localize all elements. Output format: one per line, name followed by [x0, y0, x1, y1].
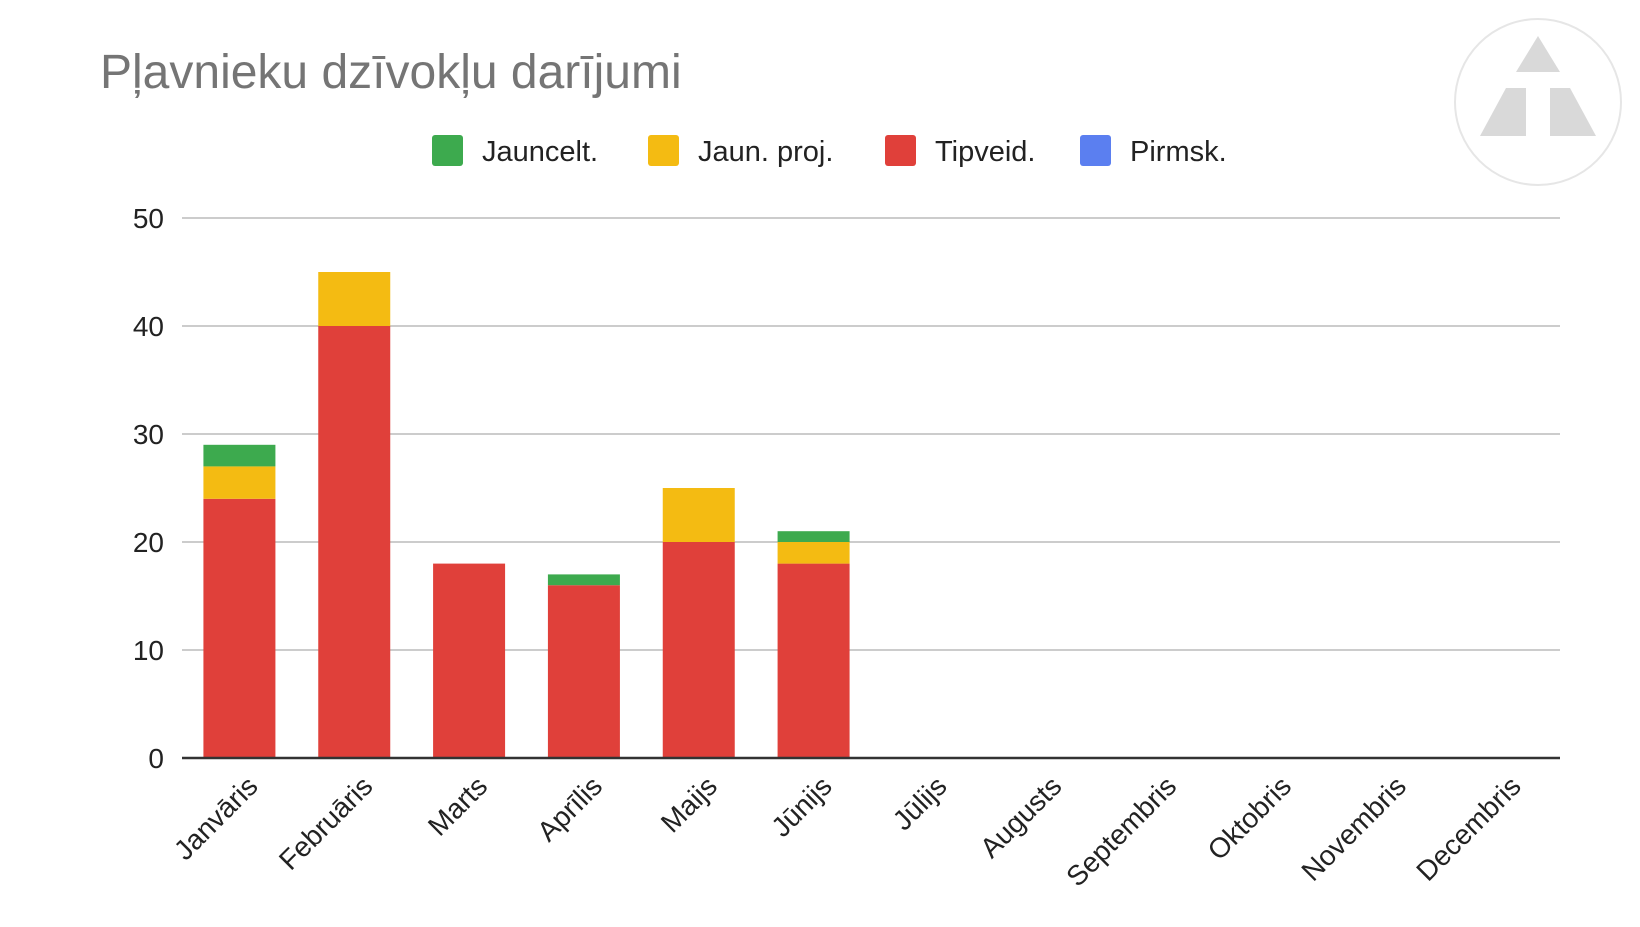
legend: Jauncelt. Jaun. proj. Tipveid. Pirmsk. [432, 135, 1227, 168]
x-tick-label: Oktobris [1202, 770, 1298, 866]
bar-tipveid-marts [433, 563, 506, 758]
x-tick-label: Jūnijs [765, 770, 838, 843]
chart-title: Pļavnieku dzīvokļu darījumi [100, 46, 682, 99]
x-tick-label: Aprīlis [531, 770, 608, 847]
y-tick-label: 20 [133, 527, 164, 558]
legend-label: Tipveid. [935, 136, 1035, 168]
legend-item-pirmsk: Pirmsk. [1080, 135, 1227, 168]
legend-label: Jauncelt. [482, 136, 598, 168]
bar-jauncelt-aprilis [547, 574, 620, 586]
x-tick-label: Maijs [655, 770, 723, 838]
x-axis: Janvāris Februāris Marts Aprīlis Maijs Jūnijs… [168, 770, 1527, 892]
legend-swatch [648, 135, 679, 166]
x-tick-label: Janvāris [168, 770, 264, 866]
bar-jauncelt-junijs [777, 531, 850, 542]
y-axis: 0 10 20 30 40 50 [133, 203, 164, 774]
y-tick-label: 10 [133, 635, 164, 666]
x-tick-label: Februāris [273, 770, 379, 876]
bar-jaun-proj-maijs [662, 488, 735, 542]
x-tick-label: Novembris [1295, 770, 1412, 887]
bar-tipveid-janvaris [203, 498, 276, 758]
y-tick-label: 40 [133, 311, 164, 342]
bar-jaun-proj-janvaris [203, 466, 276, 499]
x-tick-label: Augusts [974, 770, 1067, 863]
bar-tipveid-februaris [318, 326, 391, 758]
bar-tipveid-maijs [662, 542, 735, 758]
legend-swatch [1080, 135, 1111, 166]
y-tick-label: 50 [133, 203, 164, 234]
bar-jauncelt-janvaris [203, 444, 276, 467]
legend-label: Jaun. proj. [698, 136, 833, 168]
legend-swatch [432, 135, 463, 166]
x-tick-label: Jūlijs [887, 770, 953, 836]
legend-item-jauncelt: Jauncelt. [432, 135, 598, 168]
y-tick-label: 0 [148, 743, 164, 774]
y-tick-label: 30 [133, 419, 164, 450]
legend-label: Pirmsk. [1130, 136, 1227, 168]
watermark-logo-icon [1454, 18, 1622, 186]
legend-item-jaun-proj: Jaun. proj. [648, 135, 833, 168]
bar-jaun-proj-junijs [777, 542, 850, 564]
bar-jaun-proj-februaris [318, 272, 391, 326]
legend-swatch [885, 135, 916, 166]
legend-item-tipveid: Tipveid. [885, 135, 1035, 168]
bar-tipveid-junijs [777, 563, 850, 758]
x-tick-label: Septembris [1060, 770, 1182, 892]
bar-tipveid-aprilis [547, 585, 620, 758]
bars [203, 272, 850, 758]
x-tick-label: Marts [422, 770, 493, 841]
gridlines [182, 217, 1560, 651]
x-tick-label: Decembris [1410, 770, 1527, 887]
